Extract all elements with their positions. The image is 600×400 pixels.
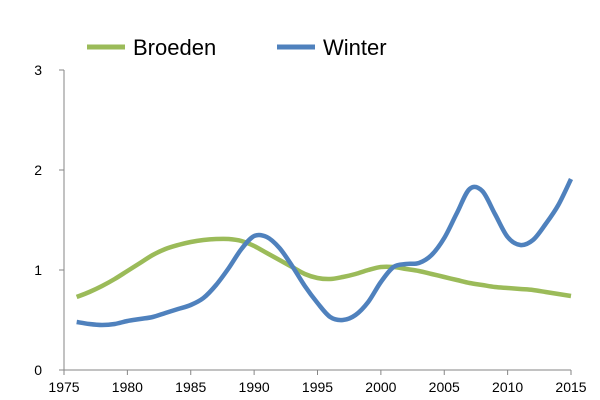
legend: Broeden Winter bbox=[87, 35, 387, 60]
series-line-winter bbox=[76, 178, 574, 328]
y-axis-ticks: 0 1 2 3 bbox=[34, 62, 64, 378]
y-tick-label: 2 bbox=[34, 162, 42, 178]
y-tick-label: 3 bbox=[34, 62, 42, 78]
x-tick-label: 2005 bbox=[429, 379, 460, 395]
y-tick-label: 0 bbox=[34, 362, 42, 378]
x-tick-label: 1995 bbox=[302, 379, 333, 395]
series-line-broeden bbox=[75, 236, 572, 300]
plot-area: 1975 1980 1985 1990 1995 2000 2005 2010 2015 0 1 2… bbox=[34, 62, 587, 395]
x-tick-label: 2000 bbox=[365, 379, 396, 395]
legend-label-winter: Winter bbox=[323, 35, 387, 60]
x-tick-label: 1975 bbox=[48, 379, 79, 395]
x-tick-label: 1985 bbox=[175, 379, 206, 395]
x-tick-label: 1980 bbox=[112, 379, 143, 395]
x-tick-label: 1990 bbox=[239, 379, 270, 395]
series-layer bbox=[75, 178, 574, 328]
y-tick-label: 1 bbox=[34, 262, 42, 278]
x-tick-label: 2010 bbox=[492, 379, 523, 395]
x-axis-ticks: 1975 1980 1985 1990 1995 2000 2005 2010 2015 bbox=[48, 370, 587, 395]
x-tick-label: 2015 bbox=[555, 379, 586, 395]
legend-label-broeden: Broeden bbox=[133, 35, 216, 60]
